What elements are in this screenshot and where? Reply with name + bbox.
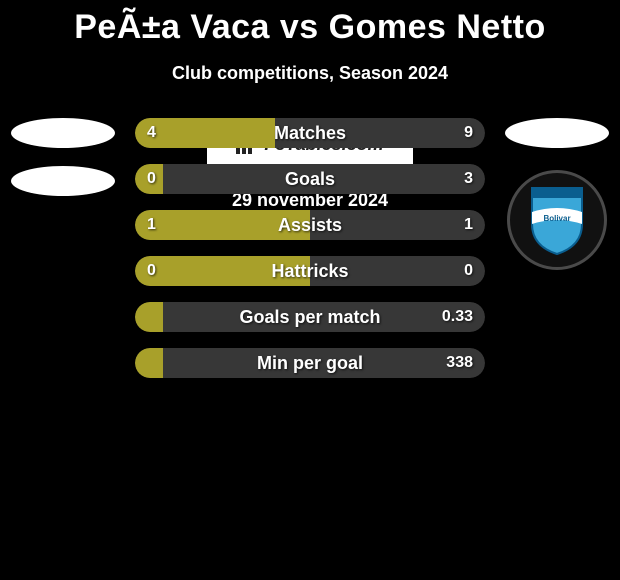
stat-right-value: 3 [464,164,473,194]
right-club-logo: Bolivar [507,170,607,270]
stat-left-fill [135,302,163,332]
stat-right-value: 338 [446,348,473,378]
stat-left-value: 0 [147,256,156,286]
page-title: PeÃ±a Vaca vs Gomes Netto [0,0,620,47]
stat-track [135,164,485,194]
stat-row: 0.33Goals per match [135,302,485,332]
stat-bars: 49Matches03Goals11Assists00Hattricks0.33… [135,118,485,378]
stat-left-fill [135,118,275,148]
stat-row: 49Matches [135,118,485,148]
stat-right-value: 9 [464,118,473,148]
stat-row: 11Assists [135,210,485,240]
left-player-badges [8,118,118,196]
right-player-badges: Bolivar [502,118,612,270]
subtitle: Club competitions, Season 2024 [0,63,620,84]
left-badge-1 [11,118,115,148]
stat-left-fill [135,210,310,240]
svg-text:Bolivar: Bolivar [543,214,570,223]
bolivar-shield-icon: Bolivar [528,184,586,256]
stat-right-value: 0 [464,256,473,286]
stat-row: 338Min per goal [135,348,485,378]
stat-left-fill [135,256,310,286]
stat-right-value: 1 [464,210,473,240]
stat-left-value: 0 [147,164,156,194]
stat-row: 03Goals [135,164,485,194]
stat-track [135,302,485,332]
stat-track [135,348,485,378]
right-badge-1 [505,118,609,148]
stat-right-value: 0.33 [442,302,473,332]
stat-left-fill [135,348,163,378]
stat-row: 00Hattricks [135,256,485,286]
stat-left-value: 1 [147,210,156,240]
stat-left-value: 4 [147,118,156,148]
left-badge-2 [11,166,115,196]
